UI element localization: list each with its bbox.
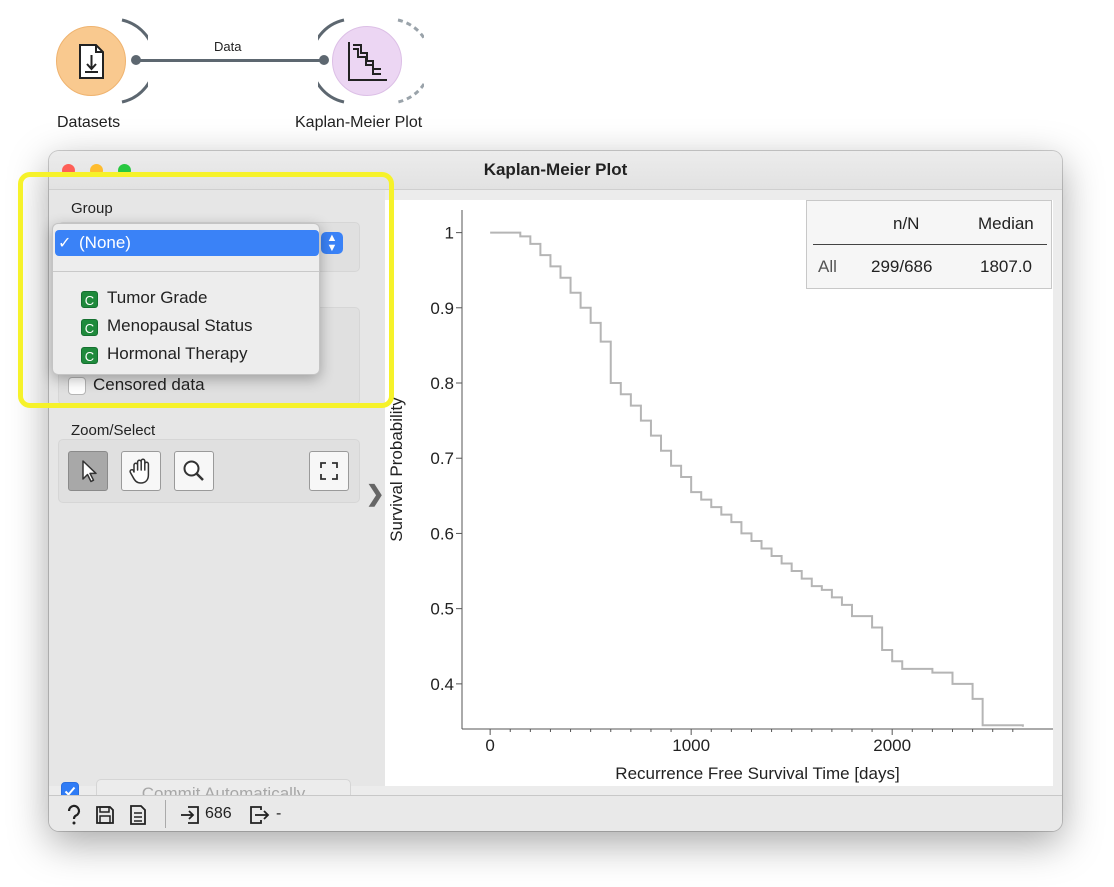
datasets-node-label: Datasets — [57, 114, 121, 131]
help-icon[interactable] — [64, 804, 84, 826]
dropdown-item-none[interactable]: ✓ (None) — [55, 230, 319, 256]
y-tick-label: 0.7 — [430, 449, 454, 468]
y-tick-label: 0.9 — [430, 299, 454, 318]
checkmark-icon — [64, 786, 76, 796]
km-input-arc — [318, 18, 345, 104]
dropdown-item-label: (None) — [79, 233, 131, 252]
save-icon[interactable] — [94, 804, 116, 826]
datasets-node[interactable] — [56, 26, 126, 96]
dropdown-item-label: Hormonal Therapy — [107, 344, 248, 363]
table-header-nN: n/N — [893, 214, 920, 233]
statusbar-divider — [165, 800, 166, 828]
table-header-divider — [813, 244, 1047, 245]
table-row-median: 1807.0 — [980, 257, 1032, 276]
km-output-arc — [397, 18, 424, 104]
zoom-select-label: Zoom/Select — [71, 422, 156, 439]
zoom-select-box — [58, 439, 360, 503]
pointer-icon — [82, 460, 97, 483]
x-tick-label: 1000 — [672, 736, 710, 755]
magnifier-zoom-icon — [183, 460, 204, 481]
dropdown-item-label: Menopausal Status — [107, 316, 253, 335]
y-tick-label: 1 — [445, 224, 454, 243]
hand-pan-icon — [129, 458, 150, 484]
input-icon — [181, 806, 199, 824]
reset-zoom-button[interactable] — [309, 451, 349, 491]
collapse-sidebar-icon[interactable]: ❯ — [366, 481, 385, 506]
y-tick-label: 0.8 — [430, 374, 454, 393]
km-node-label: Kaplan-Meier Plot — [295, 114, 423, 131]
x-axis-label: Recurrence Free Survival Time [days] — [615, 764, 899, 783]
y-axis-label: Survival Probability — [387, 397, 406, 542]
link-endpoint-left — [131, 55, 141, 65]
link-endpoint-right — [319, 55, 329, 65]
file-download-icon — [79, 44, 104, 79]
window-title: Kaplan-Meier Plot — [483, 160, 628, 179]
datasets-output-arc — [121, 18, 148, 104]
dropdown-item-label: Tumor Grade — [107, 288, 208, 307]
output-count: - — [276, 805, 282, 822]
pan-tool-button[interactable] — [121, 451, 161, 491]
censored-data-label: Censored data — [93, 375, 205, 394]
output-icon — [250, 806, 270, 824]
dropdown-item-menopausal-status[interactable]: C Menopausal Status — [81, 314, 253, 338]
group-select-stepper-icon[interactable]: ▲ ▼ — [321, 232, 343, 254]
status-bar: 686 - — [49, 795, 1062, 831]
categorical-badge-icon: C — [81, 319, 98, 336]
plot-area[interactable]: 0.4 0.5 0.6 0.7 0.8 0.9 1 0 1000 2000 Recurrence F… — [385, 200, 1053, 786]
x-tick-label: 0 — [485, 736, 494, 755]
zoom-tool-button[interactable] — [174, 451, 214, 491]
table-row-group: All — [818, 257, 837, 276]
data-link[interactable] — [136, 59, 324, 62]
table-row-nN: 299/686 — [871, 257, 933, 276]
y-tick-label: 0.4 — [430, 675, 454, 694]
survival-curve — [490, 231, 1024, 727]
censored-data-checkbox[interactable] — [68, 377, 86, 395]
report-icon[interactable] — [128, 804, 148, 826]
group-dropdown-menu[interactable]: ✓ (None) C Tumor Grade C Menopausal Status… — [52, 223, 320, 375]
y-tick-label: 0.5 — [430, 600, 454, 619]
y-tick-label: 0.6 — [430, 524, 454, 543]
stats-table: n/N Median All 299/686 1807.0 — [806, 200, 1052, 289]
table-header-median: Median — [978, 214, 1034, 233]
dropdown-separator — [53, 271, 319, 272]
categorical-badge-icon: C — [81, 291, 98, 308]
titlebar[interactable]: Kaplan-Meier Plot — [49, 151, 1062, 190]
dropdown-item-hormonal-therapy[interactable]: C Hormonal Therapy — [81, 342, 247, 366]
step-curve-icon — [348, 42, 387, 81]
dropdown-item-tumor-grade[interactable]: C Tumor Grade — [81, 286, 207, 310]
fit-expand-icon — [320, 462, 338, 480]
group-label: Group — [71, 200, 113, 217]
link-label: Data — [214, 39, 242, 54]
checkmark-icon: ✓ — [58, 235, 72, 252]
select-tool-button[interactable] — [68, 451, 108, 491]
x-tick-label: 2000 — [873, 736, 911, 755]
km-chart[interactable]: 0.4 0.5 0.6 0.7 0.8 0.9 1 0 1000 2000 Recurrence F… — [385, 200, 1053, 786]
categorical-badge-icon: C — [81, 347, 98, 364]
kaplan-meier-node[interactable] — [332, 26, 402, 96]
input-count: 686 — [205, 805, 232, 822]
